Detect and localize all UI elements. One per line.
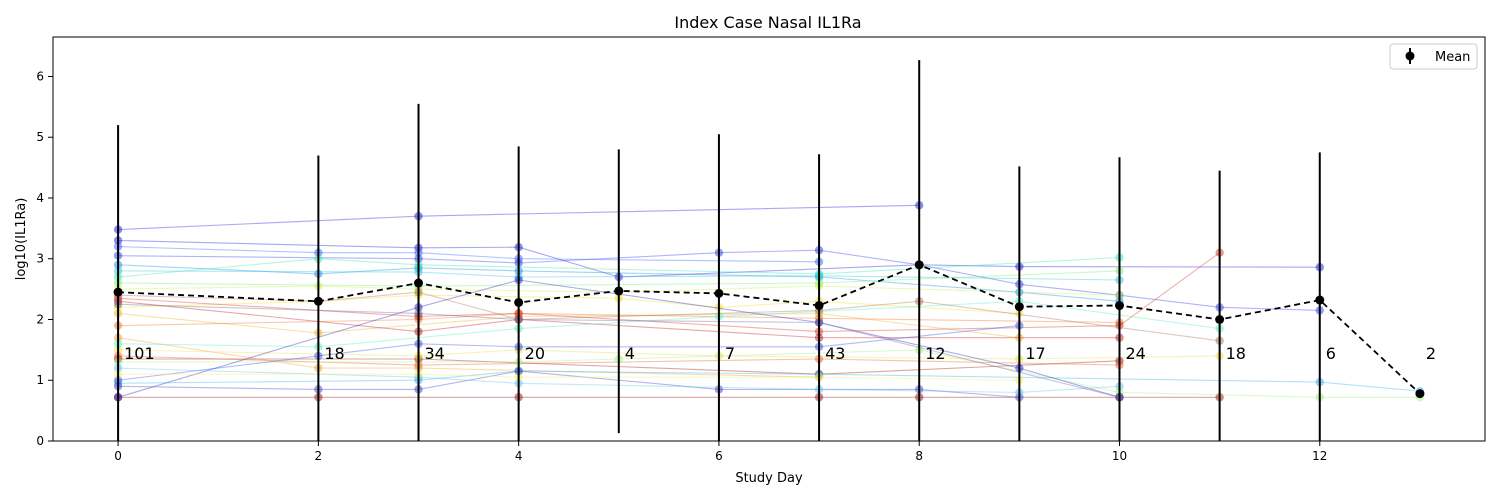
y-tick-label-6: 6 [36,69,44,83]
count-label-6: 43 [825,344,845,363]
y-tick-label-1: 1 [36,373,44,387]
mean-point-5 [714,288,724,298]
x-tick-label-10: 10 [1112,449,1127,463]
x-axis: 0 2 4 6 8 10 12 [114,441,1327,463]
y-tick-label-3: 3 [36,252,44,266]
mean-point-7 [914,260,924,270]
x-tick-label-6: 6 [715,449,723,463]
count-label-1: 18 [324,344,344,363]
subject-line-3 [118,246,820,263]
mean-point-6 [814,301,824,311]
mean-point-1 [313,296,323,306]
subject-line-12 [118,252,1220,333]
x-tick-label-4: 4 [515,449,523,463]
subject-line-21 [118,370,1420,392]
subject-line-25 [118,367,1120,393]
y-axis-label: log10(IL1Ra) [14,198,29,281]
count-label-11: 6 [1326,344,1336,363]
chart-title: Index Case Nasal IL1Ra [674,13,861,32]
count-label-7: 12 [925,344,945,363]
legend-mean-label: Mean [1435,50,1470,65]
legend-box [1389,43,1478,70]
subject-line-2 [118,249,1320,311]
x-tick-label-12: 12 [1312,449,1327,463]
legend-mean-marker [1405,51,1415,61]
y-tick-label-2: 2 [36,312,44,326]
error-bars-layer [117,60,1321,441]
x-tick-label-0: 0 [114,449,122,463]
x-tick-label-8: 8 [915,449,923,463]
count-label-2: 34 [425,344,445,363]
mean-point-0 [113,287,123,297]
mean-point-4 [614,286,624,296]
mean-point-10 [1215,314,1225,324]
count-label-5: 7 [725,344,735,363]
mean-point-3 [514,297,524,307]
y-tick-label-4: 4 [36,191,44,205]
mean-layer [113,260,1425,399]
x-tick-label-2: 2 [315,449,323,463]
count-label-9: 24 [1125,344,1145,363]
plot-frame [52,36,1486,442]
count-label-8: 17 [1025,344,1045,363]
legend: Mean [1389,43,1478,70]
count-labels-layer: 101 18 34 20 4 7 43 12 17 24 18 6 2 [124,344,1436,363]
mean-point-2 [414,278,424,288]
y-tick-label-5: 5 [36,130,44,144]
count-label-3: 20 [525,344,545,363]
x-axis-label: Study Day [735,471,803,486]
mean-point-11 [1315,295,1325,305]
mean-point-9 [1114,301,1124,311]
count-label-10: 18 [1226,344,1246,363]
y-tick-label-0: 0 [36,434,44,448]
count-label-12: 2 [1426,344,1436,363]
mean-point-8 [1014,302,1024,312]
subject-line-22 [118,325,1020,381]
subject-line-23 [117,279,1120,398]
y-axis: 0 1 2 3 4 5 6 [36,69,53,448]
mean-point-12 [1415,389,1425,399]
count-label-0: 101 [124,344,155,363]
count-label-4: 4 [625,344,635,363]
